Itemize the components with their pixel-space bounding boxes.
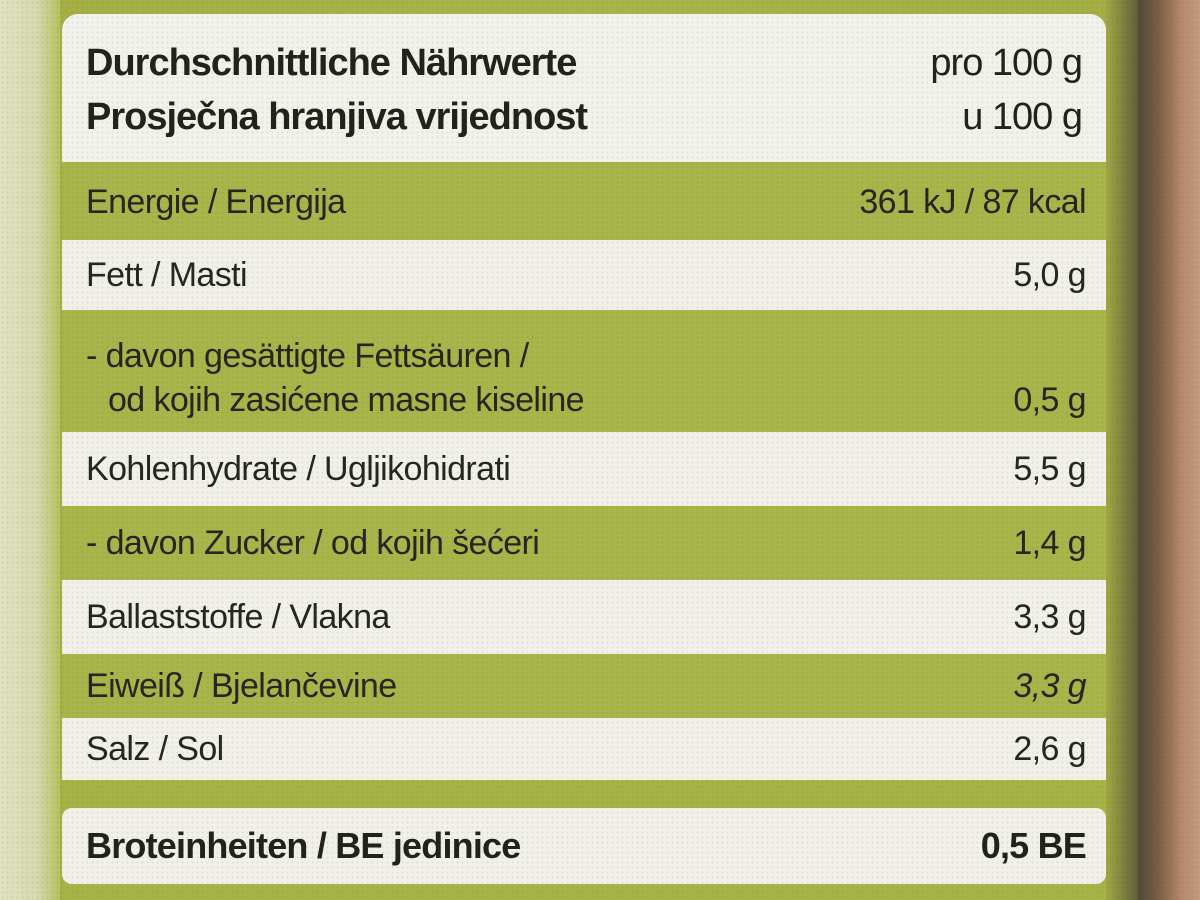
row-label: Kohlenhydrate / Ugljikohidrati: [86, 449, 511, 488]
row-label-line-2: od kojih zasićene masne kiseline: [108, 381, 585, 419]
right-edge-background: [1138, 0, 1200, 900]
header-line-1: Durchschnittliche Nährwerte pro 100 g: [86, 36, 1083, 90]
row-bread-units: Broteinheiten / BE jedinice 0,5 BE: [62, 808, 1106, 884]
header-per-100g-german: pro 100 g: [930, 42, 1083, 84]
nutrition-label: Durchschnittliche Nährwerte pro 100 g Pr…: [62, 14, 1106, 900]
row-label: Broteinheiten / BE jedinice: [86, 825, 521, 866]
row-label: - davon gesättigte Fettsäuren / od kojih…: [86, 334, 585, 422]
row-label: - davon Zucker / od kojih šećeri: [86, 523, 540, 562]
header-title-croatian: Prosječna hranjiva vrijednost: [86, 96, 588, 138]
row-energy: Energie / Energija 361 kJ / 87 kcal: [62, 164, 1106, 240]
row-value: 2,6 g: [1013, 729, 1086, 768]
row-value: 3,3 g: [1013, 597, 1086, 636]
row-fibre: Ballaststoffe / Vlakna 3,3 g: [62, 580, 1106, 654]
row-label: Eiweiß / Bjelančevine: [86, 666, 397, 705]
header-per-100g-croatian: u 100 g: [962, 96, 1083, 138]
row-value: 361 kJ / 87 kcal: [859, 182, 1086, 221]
row-label: Ballaststoffe / Vlakna: [86, 597, 390, 636]
row-label-line-1: - davon gesättigte Fettsäuren /: [86, 337, 529, 375]
row-saturated-fat: - davon gesättigte Fettsäuren / od kojih…: [62, 310, 1106, 432]
header-line-2: Prosječna hranjiva vrijednost u 100 g: [86, 90, 1083, 144]
row-sugars: - davon Zucker / od kojih šećeri 1,4 g: [62, 506, 1106, 580]
row-protein: Eiweiß / Bjelančevine 3,3 g: [62, 654, 1106, 718]
left-edge-background: [0, 0, 60, 900]
row-label: Fett / Masti: [86, 255, 248, 294]
row-fat: Fett / Masti 5,0 g: [62, 240, 1106, 310]
row-label: Salz / Sol: [86, 729, 224, 768]
row-value: 5,5 g: [1013, 449, 1086, 488]
row-carbohydrates: Kohlenhydrate / Ugljikohidrati 5,5 g: [62, 432, 1106, 506]
row-salt: Salz / Sol 2,6 g: [62, 718, 1106, 780]
label-header: Durchschnittliche Nährwerte pro 100 g Pr…: [62, 14, 1106, 162]
row-value: 3,3 g: [1013, 666, 1086, 705]
row-value: 0,5 g: [1013, 381, 1086, 419]
row-value: 1,4 g: [1013, 523, 1086, 562]
row-label: Energie / Energija: [86, 182, 346, 221]
row-value: 5,0 g: [1013, 255, 1086, 294]
header-title-german: Durchschnittliche Nährwerte: [86, 42, 577, 84]
row-value: 0,5 BE: [980, 825, 1087, 866]
